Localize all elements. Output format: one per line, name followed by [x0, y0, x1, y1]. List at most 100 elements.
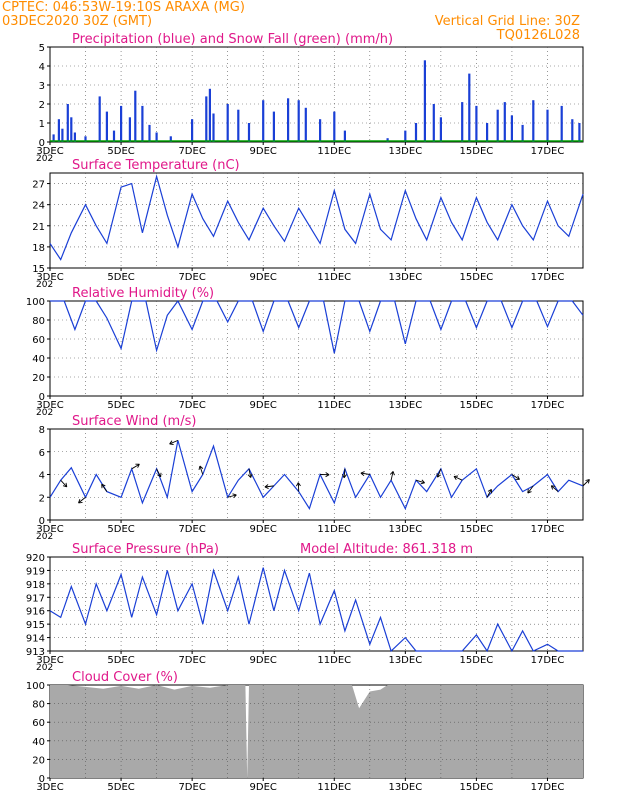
x-tick-label: 15DEC — [460, 524, 494, 535]
y-tick-label: 916 — [26, 607, 45, 618]
precip-bar — [84, 136, 87, 142]
wind-direction-arrow — [453, 475, 463, 481]
y-tick-label: 4 — [39, 471, 45, 482]
y-tick-label: 80 — [32, 316, 45, 327]
x-tick-label: 17DEC — [531, 272, 565, 283]
wind-direction-arrow — [199, 465, 204, 475]
precip-bar — [208, 88, 211, 142]
panel-subtitle: Model Altitude: 861.318 m — [300, 542, 473, 557]
precip-bar — [52, 134, 55, 142]
wind-arrow-head — [247, 473, 253, 478]
precip-bar — [148, 124, 151, 142]
y-tick-label: 914 — [26, 634, 45, 645]
header-model-code: TQ0126L028 — [496, 28, 580, 43]
wind-direction-arrow — [131, 463, 140, 470]
precip-bar — [61, 128, 64, 142]
rh-line — [50, 299, 584, 354]
precip-bar — [191, 119, 194, 142]
panels: 0 1 2 3 4 5 3DEC 5DEC 7DEC 9DEC 11DEC 13DEC 15DEC 17D… — [26, 32, 590, 793]
precip-bar — [169, 136, 172, 142]
x-tick-label: 5DEC — [107, 400, 134, 411]
x-tick-label: 5DEC — [107, 146, 134, 157]
precip-bar — [205, 96, 208, 142]
y-tick-label: 20 — [32, 373, 45, 384]
panel-title: Surface Wind (m/s) — [72, 414, 196, 429]
year-fragment: 202 — [36, 280, 53, 290]
panel-wind: 0 2 4 6 8 3DEC 5DEC 7DEC 9DEC 11DEC 13DEC 15DEC 17DE… — [36, 414, 590, 542]
x-tick-label: 9DEC — [250, 524, 277, 535]
header-run-time: 03DEC2020 30Z (GMT) — [2, 14, 152, 29]
wind-direction-arrow — [437, 468, 442, 478]
x-tick-label: 7DEC — [178, 524, 205, 535]
panel-temp: 15 18 21 24 27 3DEC 5DEC 7DEC 9DEC 11DEC 13DEC 15DE… — [32, 158, 584, 290]
y-tick-label: 919 — [26, 566, 45, 577]
x-tick-label: 15DEC — [460, 400, 494, 411]
precip-bar — [66, 104, 69, 142]
precip-bar — [510, 115, 513, 142]
wind-arrow-head — [78, 499, 83, 504]
precip-bar — [521, 124, 524, 142]
x-tick-label: 3DEC — [36, 655, 63, 666]
x-tick-label: 15DEC — [460, 782, 494, 793]
wind-arrow-head — [515, 475, 520, 480]
x-tick-label: 9DEC — [250, 272, 277, 283]
precip-bar — [560, 105, 563, 142]
panel-title: Surface Temperature (nC) — [72, 158, 240, 173]
precip-bar — [461, 102, 464, 142]
x-tick-label: 13DEC — [388, 146, 422, 157]
precip-bar — [73, 132, 76, 142]
x-tick-label: 17DEC — [531, 146, 565, 157]
wind-arrow-head — [360, 471, 365, 477]
precip-bar — [120, 105, 123, 142]
panel-frame — [49, 46, 584, 143]
wind-arrow-head — [264, 484, 269, 490]
pressure-line — [49, 567, 583, 653]
y-tick-label: 100 — [26, 297, 45, 308]
wind-direction-arrow — [227, 494, 237, 498]
panel-frame — [49, 172, 584, 269]
precip-bar — [155, 132, 158, 142]
header-grid-note: Vertical Grid Line: 30Z — [435, 14, 580, 29]
x-tick-label: 17DEC — [531, 782, 565, 793]
y-tick-label: 21 — [32, 222, 45, 233]
precip-bar — [432, 104, 435, 142]
precip-bar — [141, 105, 144, 142]
panel-title: Cloud Cover (%) — [72, 670, 178, 685]
y-tick-label: 0 — [39, 774, 45, 785]
panel-title: Precipitation (blue) and Snow Fall (gree… — [72, 32, 393, 47]
x-tick-label: 3DEC — [36, 782, 63, 793]
wind-arrow-head — [436, 473, 442, 478]
x-tick-label: 13DEC — [388, 655, 422, 666]
precip-bar — [404, 130, 407, 142]
y-tick-label: 0 — [39, 392, 45, 403]
y-tick-label: 4 — [39, 62, 45, 73]
wind-arrow-head — [101, 483, 106, 489]
precip-bar — [496, 109, 499, 142]
y-tick-label: 60 — [32, 335, 45, 346]
x-tick-label: 17DEC — [531, 524, 565, 535]
year-fragment: 202 — [36, 663, 53, 673]
precip-bar — [503, 102, 506, 142]
y-tick-label: 920 — [26, 553, 45, 564]
wind-direction-arrow — [78, 496, 86, 504]
panel-title: Surface Pressure (hPa) — [72, 542, 219, 557]
x-tick-label: 5DEC — [107, 782, 134, 793]
panel-title: Relative Humidity (%) — [72, 286, 214, 301]
y-tick-label: 6 — [39, 448, 45, 459]
wind-direction-arrow — [511, 474, 520, 480]
x-tick-label: 7DEC — [178, 400, 205, 411]
precip-bar — [262, 100, 265, 142]
panel-precip: 0 1 2 3 4 5 3DEC 5DEC 7DEC 9DEC 11DEC 13DEC 15DEC 17D… — [36, 32, 584, 164]
y-tick-label: 2 — [39, 493, 45, 504]
x-tick-label: 9DEC — [250, 782, 277, 793]
precip-bar — [297, 100, 300, 142]
precip-bar — [423, 60, 426, 142]
y-tick-label: 100 — [26, 681, 45, 692]
wind-direction-arrow — [343, 468, 346, 478]
wind-arrow-head — [585, 479, 590, 484]
precip-bar — [134, 90, 137, 142]
x-tick-label: 11DEC — [317, 524, 351, 535]
wind-direction-arrow — [551, 485, 559, 492]
y-tick-label: 15 — [32, 264, 45, 275]
wind-arrow-head — [550, 485, 556, 490]
